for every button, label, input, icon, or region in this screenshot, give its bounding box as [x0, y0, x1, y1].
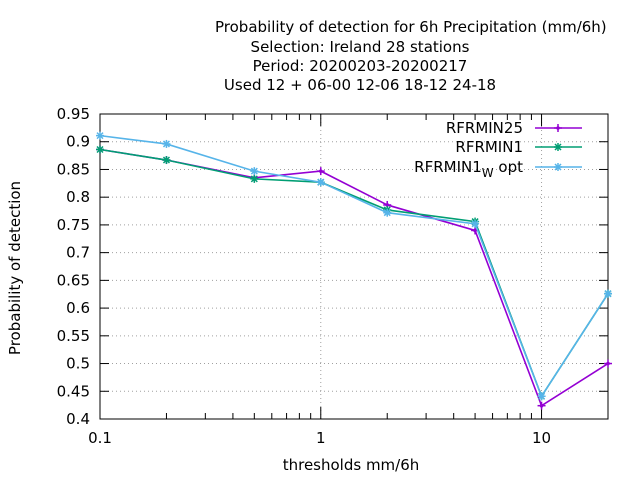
legend-label: RFRMIN25 — [446, 119, 523, 137]
data-point — [250, 167, 259, 176]
data-point — [162, 156, 171, 165]
data-point — [96, 145, 104, 154]
x-tick-label: 0.1 — [88, 429, 112, 447]
series-2 — [96, 145, 612, 401]
legend-label: RFRMIN1W opt — [414, 158, 523, 180]
series-group — [96, 131, 612, 410]
y-tick-label: 0.6 — [66, 299, 90, 317]
axis-ticks: 0.1 1 10 0.4 0.45 0.5 0.55 0.6 0.65 0.7 0.75 0.8 0.8… — [57, 105, 609, 447]
data-point — [96, 131, 104, 140]
y-axis-label: Probability of detection — [6, 181, 24, 355]
data-point — [316, 167, 325, 176]
data-point — [537, 401, 546, 410]
y-tick-label: 0.45 — [57, 382, 90, 400]
legend-marker — [554, 163, 562, 171]
y-tick-label: 0.85 — [57, 160, 90, 178]
data-point — [250, 174, 259, 183]
y-tick-label: 0.7 — [66, 244, 90, 262]
grid-lines — [100, 114, 608, 419]
data-point — [162, 139, 171, 148]
series-line — [99, 134, 609, 399]
data-point — [471, 219, 480, 228]
data-point — [537, 392, 546, 401]
y-tick-label: 0.75 — [57, 216, 90, 234]
y-tick-label: 0.4 — [66, 410, 90, 428]
legend-marker — [554, 143, 562, 151]
data-point — [383, 208, 392, 217]
legend-marker — [554, 124, 562, 132]
x-axis-label: thresholds mm/6h — [283, 456, 420, 474]
x-tick-label: 10 — [532, 429, 551, 447]
data-point — [316, 178, 325, 187]
y-tick-label: 0.5 — [66, 355, 90, 373]
series-3 — [96, 131, 612, 401]
chart-title-line-2: Selection: Ireland 28 stations — [250, 38, 470, 56]
legend-label: RFRMIN1 — [455, 138, 523, 156]
data-point — [604, 289, 612, 298]
y-tick-label: 0.9 — [66, 133, 90, 151]
x-tick-label: 1 — [316, 429, 326, 447]
y-tick-label: 0.65 — [57, 271, 90, 289]
data-point — [604, 359, 612, 368]
y-tick-label: 0.55 — [57, 327, 90, 345]
series-line — [99, 148, 609, 399]
y-tick-label: 0.95 — [57, 105, 90, 123]
plot-frame — [99, 113, 609, 420]
y-tick-label: 0.8 — [66, 188, 90, 206]
chart-title-line-4: Used 12 + 06-00 12-06 18-12 24-18 — [223, 76, 497, 94]
series-line — [99, 148, 609, 407]
series-1 — [96, 145, 612, 410]
chart-title-line-3: Period: 20200203-20200217 — [252, 57, 468, 75]
